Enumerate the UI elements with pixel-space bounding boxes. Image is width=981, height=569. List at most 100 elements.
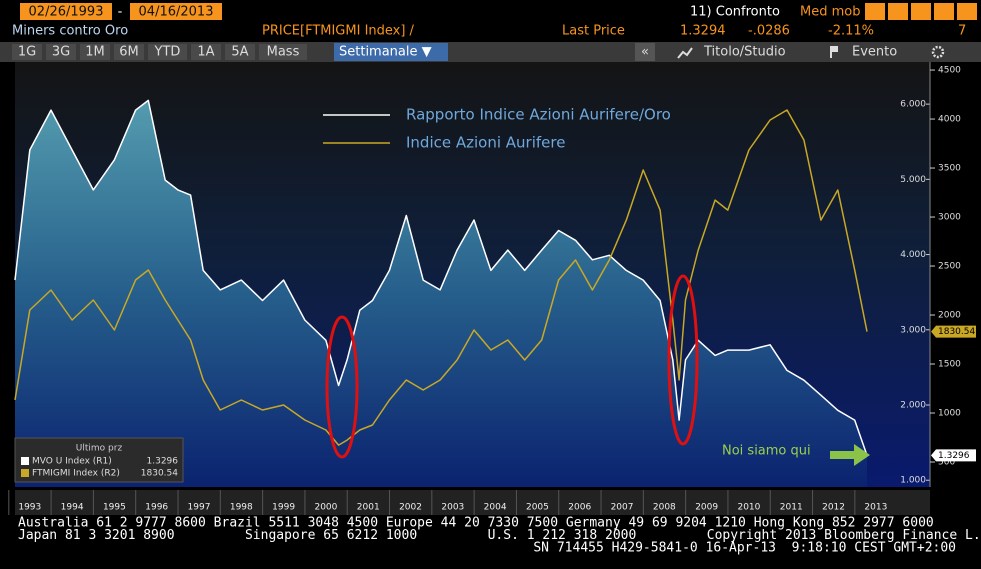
- event-button[interactable]: Evento: [852, 45, 897, 60]
- y-tick-label: 3.000: [900, 325, 926, 335]
- x-tick-label: 2010: [737, 503, 760, 513]
- plot: 1993 1994 1995 1996 1997 1998 1999 2000 2001 2002…: [8, 62, 976, 515]
- y2-tick-label: 2500: [938, 262, 961, 272]
- x-tick-label: 2011: [780, 503, 803, 513]
- study-button[interactable]: Titolo/Studio: [703, 45, 786, 60]
- y-tick-label: 2.000: [900, 401, 926, 411]
- legend-box-swatch: [21, 469, 29, 477]
- x-tick-label: 1999: [272, 503, 295, 513]
- count: 7: [958, 24, 966, 39]
- x-tick-label: 1993: [18, 503, 41, 513]
- x-tick-label: 2012: [822, 503, 845, 513]
- series-area: [15, 100, 867, 488]
- y-tick-label: 1.000: [900, 476, 926, 486]
- frequency: Settimanale ▼: [339, 45, 432, 60]
- header-box[interactable]: [911, 3, 931, 20]
- y2-tick-label: 500: [938, 458, 955, 468]
- security: PRICE[FTMIGMI Index] /: [262, 24, 415, 39]
- x-tick-label: 1995: [103, 503, 126, 513]
- header-box[interactable]: [888, 3, 908, 20]
- x-axis-strip: [15, 490, 930, 515]
- x-tick-label: 2004: [484, 503, 507, 513]
- period-button[interactable]: [191, 44, 221, 60]
- compare-button[interactable]: 11) Confronto: [690, 5, 780, 20]
- frequency-button[interactable]: [334, 43, 448, 61]
- period-button[interactable]: [80, 44, 110, 60]
- x-tick-label: 1997: [188, 503, 211, 513]
- footer-line: Japan 81 3 3201 8900 Singapore 65 6212 1…: [18, 528, 981, 543]
- y2-tick-label: 1000: [938, 409, 961, 419]
- x-tick-label: 2006: [568, 503, 591, 513]
- moving-average-button[interactable]: Med mob: [800, 5, 860, 20]
- legend-box-value: 1830.54: [141, 469, 178, 479]
- period-button[interactable]: [148, 44, 187, 60]
- y2-tick-label: 4500: [938, 66, 961, 76]
- period-button[interactable]: [114, 44, 144, 60]
- legend-label: Indice Azioni Aurifere: [406, 134, 565, 152]
- y2-tick-label: 3500: [938, 164, 961, 174]
- period-label: 1A: [197, 45, 214, 60]
- period-label: 6M: [119, 45, 139, 60]
- y-tick-label: 5.000: [900, 175, 926, 185]
- period-label: Mass: [267, 45, 300, 60]
- x-tick-label: 1998: [230, 503, 253, 513]
- annotation: Noi siamo qui: [722, 444, 811, 459]
- x-tick-label: 2009: [695, 503, 718, 513]
- start-date: 02/26/1993: [29, 5, 104, 20]
- period-label: 5A: [231, 45, 248, 60]
- series-line: [14, 109, 868, 446]
- period-buttons: 1G 3G 1M 6M YTD 1A 5A Mass: [12, 44, 307, 60]
- last-value-tag: [931, 449, 976, 462]
- y2-tick-label: 3000: [938, 213, 961, 223]
- last-value-tag: [931, 325, 976, 338]
- x-tick-label: 2000: [314, 503, 337, 513]
- legend-entries: MVO U Index (R1) 1.3296 FTMIGMI Index (R2)…: [21, 457, 178, 479]
- event-icon: [830, 46, 838, 58]
- legend-box-swatch: [21, 457, 29, 465]
- collapse-button[interactable]: [635, 43, 655, 61]
- x-tick-label: 2007: [611, 503, 634, 513]
- period-label: YTD: [154, 45, 181, 60]
- series-line: [14, 99, 868, 456]
- x-tick-label: 2013: [864, 503, 887, 513]
- end-date-field[interactable]: [130, 3, 222, 20]
- x-tick-label: 1996: [145, 503, 168, 513]
- x-tick-label: 2002: [399, 503, 422, 513]
- legend-box: [14, 437, 184, 483]
- chart-name: Miners contro Oro: [12, 24, 128, 39]
- x-tick-label: 2008: [653, 503, 676, 513]
- period-button[interactable]: [259, 44, 307, 60]
- highlight-ellipse: [667, 274, 699, 446]
- legend-box-value: 1.3296: [147, 457, 179, 467]
- legend-title: Ultimo prz: [76, 444, 123, 454]
- period-button[interactable]: [12, 44, 42, 60]
- footer-line: Australia 61 2 9777 8600 Brazil 5511 304…: [18, 516, 934, 531]
- settings-icon[interactable]: [931, 45, 945, 59]
- collapse: «: [641, 45, 649, 60]
- highlight-ellipse: [325, 315, 359, 459]
- y-tick-label: 4.000: [900, 250, 926, 260]
- y2-tick-label: 4000: [938, 115, 961, 125]
- x-tick-label: 1994: [61, 503, 84, 513]
- legend-box-name: MVO U Index (R1): [32, 457, 112, 467]
- last-value-label: 1830.54: [938, 327, 975, 337]
- legend-label: Rapporto Indice Azioni Aurifere/Oro: [406, 106, 671, 124]
- last-value-label: 1.3296: [938, 451, 970, 461]
- change-pct: -2.11%: [828, 24, 874, 39]
- end-date: 04/16/2013: [139, 5, 214, 20]
- header-box[interactable]: [934, 3, 954, 20]
- y2-tick-label: 2000: [938, 311, 961, 321]
- period-label: 1M: [85, 45, 105, 60]
- period-button[interactable]: [46, 44, 76, 60]
- header-box[interactable]: [865, 3, 885, 20]
- study-icon: [677, 47, 693, 59]
- change: -.0286: [748, 24, 790, 39]
- x-tick-label: 2005: [526, 503, 549, 513]
- period-button[interactable]: [225, 44, 255, 60]
- y-tick-label: 6.000: [900, 100, 926, 110]
- start-date-field[interactable]: [20, 3, 112, 20]
- header-box[interactable]: [957, 3, 977, 20]
- period-label: 3G: [52, 45, 70, 60]
